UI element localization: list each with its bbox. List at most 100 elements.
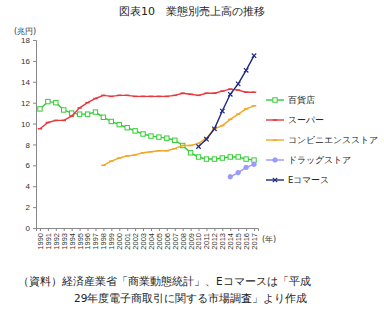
x-tick-mark (40, 228, 41, 231)
data-point (101, 165, 105, 167)
data-point (204, 157, 208, 161)
x-tick-mark (167, 228, 168, 231)
data-point (101, 95, 105, 97)
source-note: 29年度電子商取引に関する市場調査」より作成 (74, 292, 307, 305)
chart: 図表10 業態別売上高の推移02468101214161819901991199… (0, 0, 384, 323)
x-tick-mark (95, 228, 96, 231)
y-tick: 12 (21, 99, 36, 108)
data-point (109, 160, 113, 162)
data-point (141, 132, 145, 136)
data-point (62, 108, 66, 112)
data-point (196, 95, 200, 97)
legend-label: ドラッグストア (288, 155, 351, 165)
data-point (54, 120, 58, 122)
series-line (199, 56, 255, 147)
x-axis-title: (年) (262, 235, 276, 244)
legend-label: Eコマース (288, 175, 329, 185)
data-point (252, 91, 256, 93)
x-axis-line (37, 229, 259, 232)
y-tick-mark (33, 228, 36, 229)
data-point (149, 96, 153, 98)
data-point (85, 102, 89, 104)
y-tick-mark (33, 61, 36, 62)
data-point (212, 157, 216, 161)
data-point (141, 152, 145, 154)
source-note: （資料）経済産業省「商業動態統計」、Eコマースは「平成 (18, 275, 311, 287)
series-line (230, 164, 254, 177)
data-point (180, 145, 184, 147)
legend-item: Eコマース (266, 175, 329, 185)
y-tick: 6 (26, 161, 36, 170)
data-point (188, 151, 192, 155)
y-tick: 0 (26, 224, 36, 233)
data-point (228, 119, 232, 121)
data-point (38, 107, 42, 111)
data-point (236, 113, 240, 115)
y-tick-label: 8 (26, 141, 31, 150)
legend-marker (273, 158, 277, 162)
data-point (165, 150, 169, 152)
series-line (103, 106, 254, 166)
data-point (204, 137, 208, 141)
data-point (228, 175, 232, 179)
y-tick-label: 6 (26, 161, 31, 170)
data-point (236, 155, 240, 159)
data-point (117, 95, 121, 97)
data-point (125, 155, 129, 157)
legend-swatch (266, 139, 284, 140)
data-point (244, 108, 248, 110)
x-tick-mark (80, 228, 81, 231)
y-tick-label: 18 (21, 36, 30, 45)
y-tick-label: 16 (21, 57, 30, 66)
x-tick-mark (230, 228, 231, 231)
x-tick-mark (143, 228, 144, 231)
data-point (196, 155, 200, 159)
y-tick: 18 (21, 36, 36, 45)
x-tick-mark (119, 228, 120, 231)
y-tick-label: 0 (26, 224, 31, 233)
data-point (173, 138, 177, 142)
x-tick-mark (206, 228, 207, 231)
data-point (180, 143, 184, 147)
y-tick-label: 2 (26, 203, 31, 212)
x-tick-mark (222, 228, 223, 231)
x-tick-mark (238, 228, 239, 231)
data-point (188, 145, 192, 147)
data-point (46, 122, 50, 124)
y-tick-mark (33, 124, 36, 125)
y-axis-title: (兆円) (14, 27, 36, 36)
plot-area (38, 53, 256, 179)
data-point (149, 134, 153, 138)
y-tick-label: 10 (21, 120, 30, 129)
x-tick-mark (72, 228, 73, 231)
x-tick-mark (88, 228, 89, 231)
x-tick-mark (48, 228, 49, 231)
data-point (133, 96, 137, 98)
x-tick-label: 2017 (250, 233, 259, 250)
y-tick-label: 4 (26, 182, 31, 191)
data-point (117, 157, 121, 159)
data-point (109, 119, 113, 123)
data-point (93, 110, 97, 114)
y-axis-line (33, 41, 37, 229)
data-point (212, 127, 216, 131)
data-point (165, 136, 169, 140)
x-tick-mark (191, 228, 192, 231)
data-point (54, 100, 58, 104)
y-tick: 10 (21, 120, 36, 129)
series-line (40, 102, 254, 160)
data-point (133, 129, 137, 133)
data-point (252, 105, 256, 107)
data-point (228, 155, 232, 159)
data-point (212, 93, 216, 95)
y-tick-label: 14 (21, 78, 30, 87)
data-point (228, 88, 232, 90)
x-tick-mark (175, 228, 176, 231)
series-line (40, 89, 254, 129)
y-tick: 8 (26, 141, 36, 150)
data-point (101, 115, 105, 119)
data-point (125, 126, 129, 130)
y-tick-mark (33, 103, 36, 104)
legend: 百貨店スーパーコンビニエンスストアドラッグストアEコマース (266, 95, 378, 185)
data-point (109, 96, 113, 98)
